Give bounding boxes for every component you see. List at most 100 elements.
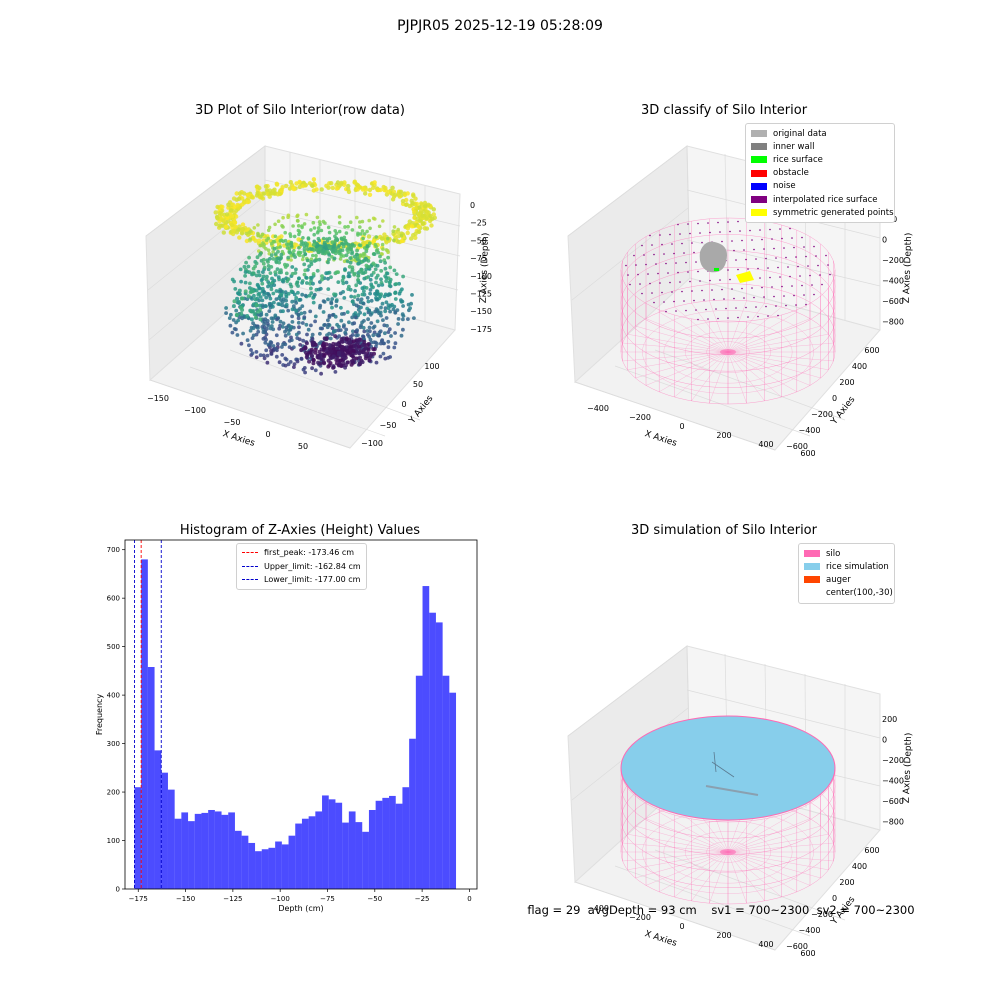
- scan-point: [382, 341, 386, 346]
- x-axis-label: X Axies: [221, 429, 256, 449]
- interpolated-point: [827, 264, 829, 266]
- scan-point: [290, 299, 295, 304]
- scan-point: [266, 292, 271, 296]
- scan-point: [334, 186, 340, 191]
- simulation-legend: silo rice simulation auger center(100,-30): [798, 543, 895, 604]
- scan-point: [239, 305, 243, 310]
- scan-point: [278, 245, 283, 249]
- silo-floor-spoke: [659, 851, 729, 892]
- scan-point: [335, 346, 340, 351]
- scan-point: [311, 361, 316, 366]
- scan-point: [306, 237, 311, 241]
- histogram-bar: [194, 813, 202, 889]
- classify-legend: original data inner wall rice surface obsta…: [745, 123, 895, 224]
- scan-point: [283, 356, 288, 361]
- scan-point: [247, 270, 252, 275]
- scan-point: [319, 228, 324, 233]
- scan-point: [351, 348, 356, 353]
- interpolated-point: [737, 268, 739, 271]
- x-axis-label: X Axies: [643, 429, 678, 449]
- scan-point: [403, 202, 409, 207]
- scan-point: [232, 299, 237, 304]
- scan-point: [248, 281, 252, 286]
- scan-point: [349, 362, 354, 367]
- scan-point: [348, 260, 353, 265]
- interpolated-point: [765, 257, 767, 260]
- scan-point: [298, 343, 303, 347]
- histogram-bar: [228, 812, 235, 889]
- grid-line: [149, 379, 351, 449]
- histogram-bar: [442, 675, 450, 889]
- scan-point: [406, 317, 410, 321]
- scan-point: [358, 243, 363, 248]
- x-tick-label: 400: [758, 940, 773, 949]
- interpolated-point: [817, 264, 819, 267]
- scan-point: [301, 236, 305, 240]
- scan-point: [410, 201, 415, 206]
- scan-point: [267, 225, 272, 230]
- silo-floor-spoke: [645, 818, 729, 853]
- scan-point: [413, 231, 418, 237]
- interpolated-point: [723, 298, 725, 300]
- scan-point: [296, 228, 301, 233]
- interpolated-point: [685, 309, 687, 312]
- scan-point: [280, 325, 285, 329]
- interpolated-point: [743, 297, 745, 299]
- scan-point: [399, 233, 404, 238]
- silo-floor-spoke: [627, 351, 729, 370]
- classify-3d-plot: −400−2000200400600−600−400−2000200400600…: [567, 145, 914, 458]
- scan-point: [360, 343, 365, 347]
- silo-floor-ring: [663, 320, 793, 384]
- silo-floor-spoke: [727, 351, 765, 402]
- scan-point: [367, 325, 372, 330]
- legend-swatch: [751, 182, 767, 190]
- scan-point: [248, 237, 252, 241]
- scan-point: [356, 274, 360, 278]
- legend-item: original data: [751, 127, 889, 140]
- interpolated-point: [677, 223, 679, 226]
- scan-point: [234, 191, 239, 196]
- scan-point: [281, 321, 286, 326]
- y-tick-label: −200: [811, 910, 833, 919]
- interpolated-point: [659, 282, 661, 284]
- scan-point: [328, 336, 333, 341]
- scan-point: [292, 362, 297, 366]
- interpolated-point: [799, 275, 801, 277]
- scan-point: [373, 340, 378, 345]
- scan-point: [379, 269, 384, 273]
- interpolated-point: [641, 244, 643, 247]
- scan-point: [321, 310, 326, 314]
- legend-swatch: [804, 576, 820, 584]
- scan-point: [244, 231, 249, 236]
- scan-point: [272, 283, 277, 287]
- scan-point: [299, 357, 304, 361]
- histogram-title: Histogram of Z-Axies (Height) Values: [179, 523, 421, 538]
- scan-point: [302, 222, 307, 226]
- x-tick-label: 0: [679, 922, 684, 931]
- scan-point: [241, 331, 246, 336]
- scan-point: [247, 343, 251, 348]
- scan-point: [233, 224, 238, 230]
- scan-point: [362, 312, 367, 317]
- scan-point: [377, 224, 382, 229]
- legend-label: rice surface: [773, 154, 823, 165]
- scan-point: [251, 321, 256, 326]
- scan-point: [311, 177, 317, 182]
- scan-point: [410, 293, 414, 297]
- scan-point: [256, 309, 260, 314]
- scan-point: [422, 226, 428, 231]
- x-tick-label: −75: [320, 895, 335, 903]
- scan-point: [365, 229, 369, 234]
- z-tick-label: 0: [882, 236, 887, 245]
- scan-point: [383, 274, 388, 278]
- scan-point: [283, 238, 288, 243]
- scan-point: [296, 284, 300, 288]
- scan-point: [317, 355, 322, 360]
- scan-point: [344, 280, 349, 285]
- silo-floor-spoke: [727, 334, 829, 353]
- scan-point: [413, 235, 418, 240]
- scan-point: [250, 289, 255, 294]
- scan-point: [314, 253, 318, 258]
- silo-floor-spoke: [727, 818, 811, 853]
- interpolated-point: [695, 309, 697, 311]
